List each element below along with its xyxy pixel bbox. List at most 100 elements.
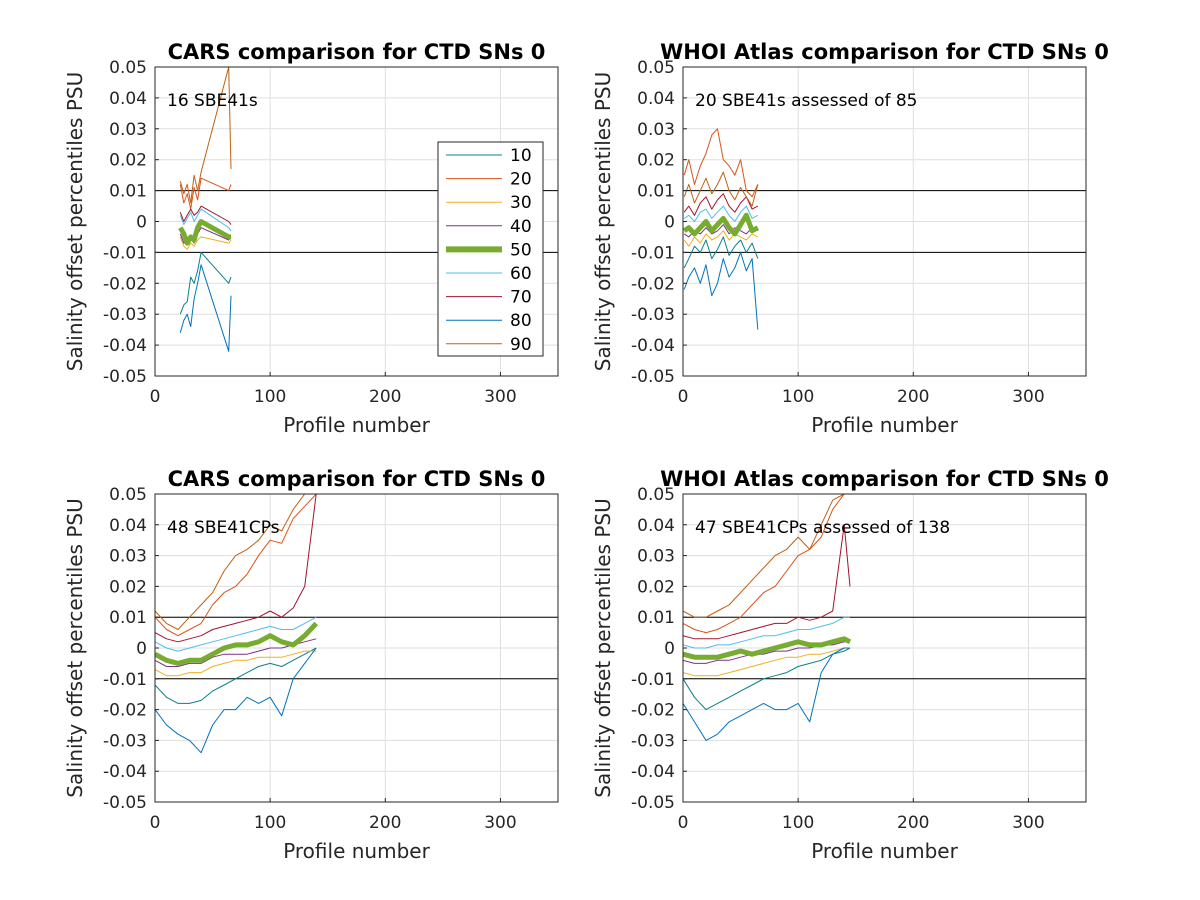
y-tick-label: -0.05 bbox=[631, 793, 675, 813]
series-line-p80 bbox=[155, 647, 317, 754]
x-tick-label: 100 bbox=[782, 813, 814, 833]
y-tick-label: 0.01 bbox=[109, 182, 147, 202]
x-tick-label: 100 bbox=[254, 387, 286, 407]
annotation-text: 16 SBE41s bbox=[167, 91, 258, 111]
y-tick-label: -0.01 bbox=[103, 670, 147, 690]
legend-label: 80 bbox=[510, 311, 532, 331]
series-line-p30 bbox=[683, 230, 759, 247]
annotation-text: 20 SBE41s assessed of 85 bbox=[695, 91, 918, 111]
y-tick-label: -0.02 bbox=[103, 701, 147, 721]
x-tick-label: 100 bbox=[782, 387, 814, 407]
series-line-p70 bbox=[179, 205, 232, 225]
series-line-p50 bbox=[683, 636, 852, 660]
series-line-p90 bbox=[683, 171, 759, 207]
y-tick-label: 0.03 bbox=[637, 120, 675, 140]
series-line-p10 bbox=[179, 251, 232, 315]
x-tick-label: 300 bbox=[484, 387, 516, 407]
y-tick-label: -0.05 bbox=[103, 793, 147, 813]
series-line-p60 bbox=[179, 208, 232, 232]
series-line-p70 bbox=[683, 524, 851, 640]
series-line-p20 bbox=[683, 494, 850, 634]
y-axis-label: Salinity offset percentiles PSU bbox=[591, 72, 615, 371]
y-tick-label: 0.03 bbox=[637, 547, 675, 567]
y-tick-label: 0 bbox=[664, 213, 675, 233]
x-tick-label: 200 bbox=[369, 813, 401, 833]
y-tick-label: 0.02 bbox=[109, 577, 147, 597]
y-tick-label: -0.04 bbox=[631, 762, 675, 782]
legend-label: 30 bbox=[510, 193, 532, 213]
y-tick-label: -0.05 bbox=[631, 367, 675, 387]
y-tick-label: 0 bbox=[664, 639, 675, 659]
chart-title: CARS comparison for CTD SNs 0 bbox=[168, 40, 546, 64]
y-tick-label: -0.04 bbox=[103, 762, 147, 782]
legend-label: 40 bbox=[510, 217, 532, 237]
series-line-p70 bbox=[155, 494, 317, 643]
y-tick-label: -0.01 bbox=[631, 670, 675, 690]
annotation-text: 48 SBE41CPs bbox=[167, 518, 280, 538]
series-line-p60 bbox=[155, 616, 317, 652]
series-line-p60 bbox=[683, 616, 850, 649]
y-tick-label: 0.01 bbox=[637, 608, 675, 628]
y-tick-label: -0.02 bbox=[103, 274, 147, 294]
series-line-p30 bbox=[683, 647, 850, 677]
legend-label: 10 bbox=[510, 146, 532, 166]
y-tick-label: 0.01 bbox=[637, 182, 675, 202]
x-tick-label: 200 bbox=[369, 387, 401, 407]
y-tick-label: 0 bbox=[136, 639, 147, 659]
y-tick-label: -0.03 bbox=[631, 305, 675, 325]
x-axis-label: Profile number bbox=[811, 413, 958, 437]
y-axis-label: Salinity offset percentiles PSU bbox=[591, 498, 615, 797]
chart-title: CARS comparison for CTD SNs 0 bbox=[168, 467, 546, 491]
y-tick-label: -0.04 bbox=[103, 336, 147, 356]
x-tick-label: 0 bbox=[678, 813, 689, 833]
y-tick-label: 0.01 bbox=[109, 608, 147, 628]
chart-panel-4: 0 100 200 300 -0.05 -0.04 -0.03 -0.02 -0.01 0 0.01… bbox=[591, 467, 1109, 863]
y-tick-label: 0.04 bbox=[637, 516, 675, 536]
series-line-p50 bbox=[178, 219, 232, 246]
series-line-p60 bbox=[683, 205, 759, 222]
y-tick-label: -0.02 bbox=[631, 701, 675, 721]
x-tick-label: 100 bbox=[254, 813, 286, 833]
x-tick-label: 0 bbox=[678, 387, 689, 407]
y-tick-label: 0.03 bbox=[109, 120, 147, 140]
series-line-p90 bbox=[683, 494, 850, 618]
y-tick-label: 0.03 bbox=[109, 547, 147, 567]
chart-panel-2: 0 100 200 300 -0.05 -0.04 -0.03 -0.02 -0.01 0 0.01… bbox=[591, 40, 1109, 437]
series-line-p30 bbox=[155, 650, 317, 677]
series-line-p90 bbox=[155, 494, 317, 630]
y-tick-label: 0.02 bbox=[637, 577, 675, 597]
y-tick-label: 0.05 bbox=[637, 485, 675, 505]
series-line-p70 bbox=[683, 193, 759, 216]
legend-label: 20 bbox=[510, 170, 532, 190]
series-line-p10 bbox=[155, 647, 317, 704]
x-tick-label: 0 bbox=[150, 813, 161, 833]
y-tick-label: -0.01 bbox=[103, 243, 147, 263]
series-line-p20 bbox=[179, 177, 232, 210]
series-line-p80 bbox=[683, 251, 759, 330]
legend-label: 50 bbox=[510, 240, 532, 260]
series-line-p90 bbox=[179, 67, 232, 204]
series-line-p80 bbox=[683, 647, 850, 741]
x-tick-label: 300 bbox=[484, 813, 516, 833]
y-tick-label: 0 bbox=[136, 213, 147, 233]
y-tick-label: 0.04 bbox=[109, 516, 147, 536]
y-tick-label: 0.05 bbox=[637, 58, 675, 78]
series-line-p80 bbox=[179, 264, 232, 352]
y-tick-label: 0.05 bbox=[109, 485, 147, 505]
series-line-p10 bbox=[683, 647, 851, 711]
series-line-p50 bbox=[683, 212, 759, 237]
chart-title: WHOI Atlas comparison for CTD SNs 0 bbox=[660, 40, 1109, 64]
y-tick-label: 0.02 bbox=[637, 151, 675, 171]
chart-title: WHOI Atlas comparison for CTD SNs 0 bbox=[660, 467, 1109, 491]
x-tick-label: 300 bbox=[1012, 813, 1044, 833]
y-tick-label: -0.03 bbox=[631, 731, 675, 751]
series-line-p30 bbox=[179, 236, 232, 250]
y-tick-label: -0.03 bbox=[103, 731, 147, 751]
series-line-p10 bbox=[683, 236, 759, 269]
y-tick-label: -0.02 bbox=[631, 274, 675, 294]
series-line-p20 bbox=[683, 128, 759, 198]
y-tick-label: 0.04 bbox=[109, 89, 147, 109]
legend-label: 70 bbox=[510, 288, 532, 308]
x-axis-label: Profile number bbox=[283, 839, 430, 863]
